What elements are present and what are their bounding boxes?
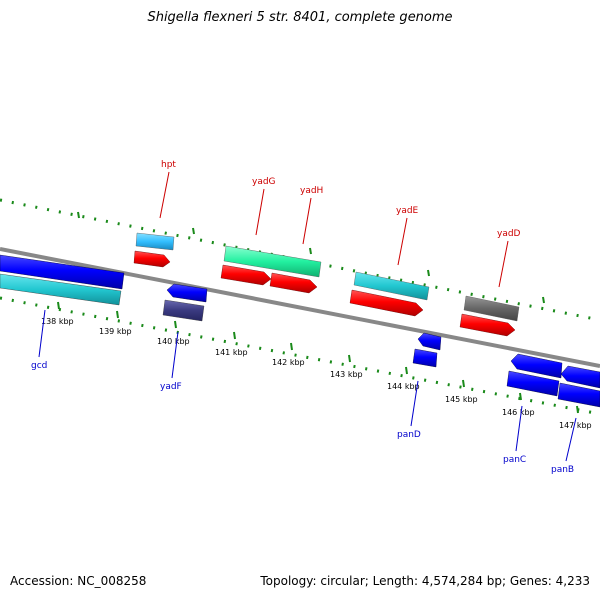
gene-label-yadG[interactable]: yadG bbox=[252, 177, 276, 187]
gene-yadF-arrow[interactable] bbox=[166, 283, 208, 303]
scale-label: 145 kbp bbox=[445, 395, 478, 404]
map-title: Shigella flexneri 5 str. 8401, complete … bbox=[147, 10, 453, 25]
scale-label: 142 kbp bbox=[272, 358, 305, 367]
scale-label: 147 kbp bbox=[559, 421, 592, 430]
gene-label-panB[interactable]: panB bbox=[551, 465, 574, 475]
gene-label-panC[interactable]: panC bbox=[503, 455, 526, 465]
gene-yadG-arrow[interactable] bbox=[220, 264, 272, 286]
label-leaders-reverse bbox=[38, 309, 577, 462]
feature-gcd-annotation[interactable] bbox=[0, 273, 122, 306]
gene-panC-arrow-2[interactable] bbox=[506, 370, 560, 397]
gene-label-panD[interactable]: panD bbox=[397, 430, 421, 440]
inner-major-ticks bbox=[57, 301, 579, 414]
genome-backbone bbox=[0, 247, 600, 368]
outer-major-ticks bbox=[77, 211, 545, 304]
forward-cds-track bbox=[133, 250, 516, 337]
feature-track-outer bbox=[135, 232, 520, 322]
feature-yadE-annotation[interactable] bbox=[353, 271, 430, 301]
gene-panB-arrow-2[interactable] bbox=[557, 382, 600, 408]
scale-label: 146 kbp bbox=[502, 408, 535, 417]
gene-labels-forward: hpt yadG yadH yadE yadD bbox=[161, 160, 521, 239]
gene-label-gcd[interactable]: gcd bbox=[31, 361, 47, 371]
gene-yadD-arrow[interactable] bbox=[459, 313, 516, 337]
gene-hpt-arrow[interactable] bbox=[133, 250, 171, 268]
scale-labels: 138 kbp 139 kbp 140 kbp 141 kbp 142 kbp … bbox=[41, 317, 592, 430]
scale-label: 144 kbp bbox=[387, 382, 420, 391]
gene-gcd-arrow[interactable] bbox=[0, 254, 125, 290]
gene-panC-arrow-1[interactable] bbox=[510, 353, 563, 379]
scale-label: 140 kbp bbox=[157, 337, 190, 346]
gene-panD-arrow-1[interactable] bbox=[417, 332, 442, 351]
gene-panD-arrow-2[interactable] bbox=[412, 348, 438, 368]
gene-label-yadH[interactable]: yadH bbox=[300, 186, 323, 196]
genome-summary: Topology: circular; Length: 4,574,284 bp… bbox=[260, 574, 590, 588]
reverse-cds-track bbox=[0, 254, 600, 408]
scale-label: 138 kbp bbox=[41, 317, 74, 326]
feature-hpt-annotation[interactable] bbox=[135, 232, 175, 251]
gene-label-hpt[interactable]: hpt bbox=[161, 160, 176, 170]
feature-yadD-annotation[interactable] bbox=[463, 295, 520, 322]
gene-yadH-arrow[interactable] bbox=[269, 272, 318, 294]
gene-yadE-arrow[interactable] bbox=[349, 289, 424, 317]
label-leaders-forward bbox=[159, 171, 509, 288]
gene-panB-arrow-1[interactable] bbox=[560, 365, 600, 389]
accession-label: Accession: NC_008258 bbox=[10, 574, 147, 588]
feature-yadG-annotation[interactable] bbox=[223, 245, 322, 278]
gene-label-yadD[interactable]: yadD bbox=[497, 229, 521, 239]
scale-label: 143 kbp bbox=[330, 370, 363, 379]
scale-label: 139 kbp bbox=[99, 327, 132, 336]
feature-track-inner bbox=[0, 273, 205, 322]
gene-labels-reverse: gcd yadF panD panC panB bbox=[31, 361, 574, 475]
feature-yadF-annotation[interactable] bbox=[162, 299, 205, 322]
scale-label: 141 kbp bbox=[215, 348, 248, 357]
gene-label-yadE[interactable]: yadE bbox=[396, 206, 419, 216]
gene-label-yadF[interactable]: yadF bbox=[160, 382, 182, 392]
